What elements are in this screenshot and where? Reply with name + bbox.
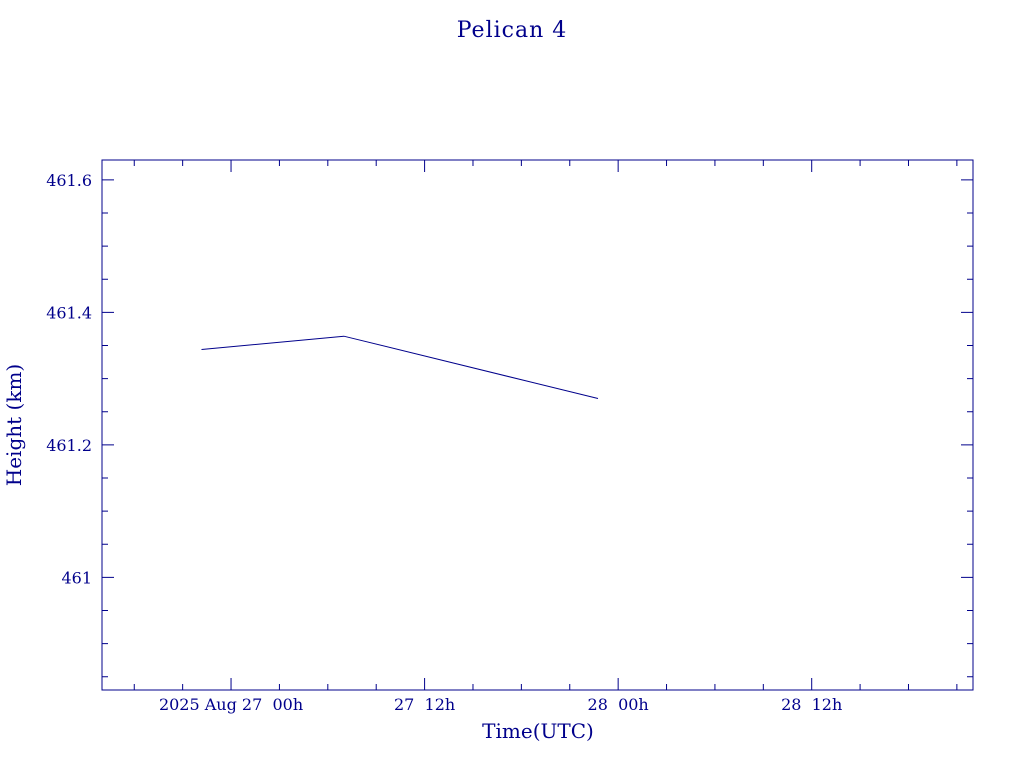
y-tick-label: 461 [61,568,92,587]
y-axis-label: Height (km) [2,364,26,486]
x-tick-label: 27 12h [394,695,455,714]
y-tick-label: 461.4 [46,303,92,322]
x-tick-label: 2025 Aug 27 00h [159,695,303,714]
series-group [201,335,599,399]
plot-frame [101,159,974,691]
y-axis: 461 461.2 461.4 461.6 [46,171,973,678]
x-axis-label: Time(UTC) [482,719,594,743]
x-tick-label: 28 12h [781,695,842,714]
series-line [201,335,599,399]
y-tick-label: 461.6 [46,171,92,190]
x-tick-label: 28 00h [588,695,649,714]
y-tick-label: 461.2 [46,436,92,455]
chart-title: Pelican 4 [457,18,568,43]
x-axis: 2025 Aug 27 00h 27 12h 28 00h 28 12h [133,160,958,714]
